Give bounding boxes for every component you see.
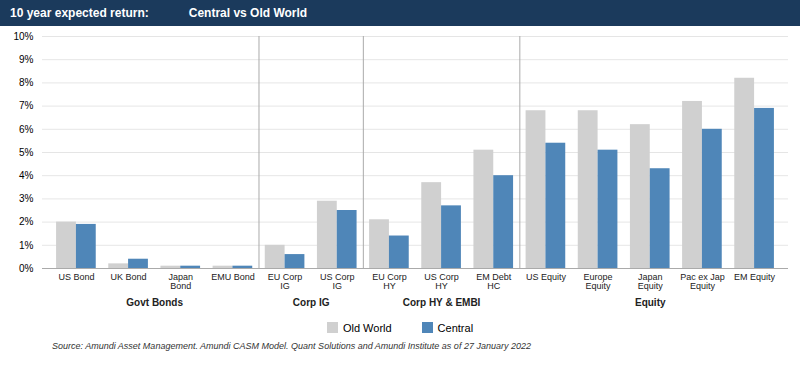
svg-text:US Equity: US Equity [526,272,567,282]
svg-text:3%: 3% [19,193,34,204]
svg-text:EuropeEquity: EuropeEquity [584,272,613,291]
svg-text:US CorpIG: US CorpIG [320,272,355,291]
svg-text:4%: 4% [19,170,34,181]
svg-text:2%: 2% [19,216,34,227]
svg-text:Pac ex JapEquity: Pac ex JapEquity [680,272,725,291]
svg-text:Corp HY & EMBI: Corp HY & EMBI [403,297,481,308]
svg-text:US Bond: US Bond [58,272,94,282]
svg-text:EM Equity: EM Equity [734,272,776,282]
html-text:Central: Central [437,322,474,334]
html-text:Old World: Old World [342,322,392,334]
svg-text:10%: 10% [13,31,33,42]
svg-text:Corp IG: Corp IG [293,297,330,308]
svg-text:US CorpHY: US CorpHY [424,272,459,291]
svg-text:5%: 5% [19,147,34,158]
svg-text:7%: 7% [19,100,34,111]
svg-text:6%: 6% [19,124,34,135]
svg-text:8%: 8% [19,77,34,88]
html-text:10 year expected return:: 10 year expected return: [10,6,149,20]
svg-text:Govt Bonds: Govt Bonds [126,297,183,308]
svg-text:EU CorpIG: EU CorpIG [268,272,303,291]
html-text:Central vs Old World: Central vs Old World [188,6,308,20]
svg-text:JapanBond: JapanBond [168,272,193,291]
svg-text:EU CorpHY: EU CorpHY [372,272,407,291]
svg-text:EM DebtHC: EM DebtHC [476,272,512,291]
svg-text:9%: 9% [19,54,34,65]
svg-text:0%: 0% [19,263,34,274]
svg-text:1%: 1% [19,240,34,251]
svg-text:EMU Bond: EMU Bond [211,272,255,282]
html-text:Source: Amundi Asset Managemen: Source: Amundi Asset Management. Amundi … [52,341,531,351]
svg-text:Equity: Equity [635,297,666,308]
svg-text:JapanEquity: JapanEquity [638,272,664,291]
svg-text:UK Bond: UK Bond [111,272,147,282]
